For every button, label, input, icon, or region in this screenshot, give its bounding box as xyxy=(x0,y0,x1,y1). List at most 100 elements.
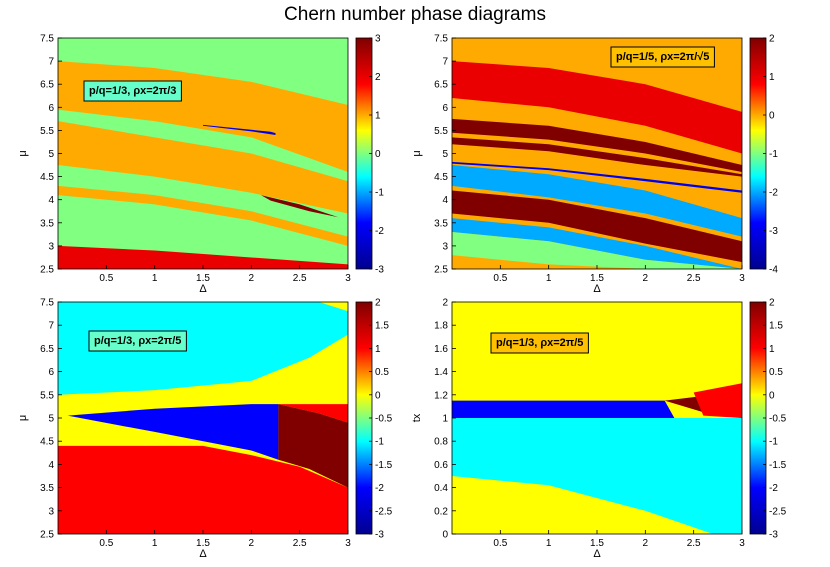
y-tick-label: 0.2 xyxy=(434,506,448,517)
y-axis-label: tx xyxy=(411,413,423,422)
colorbar-tick-label: 2 xyxy=(375,72,381,83)
colorbar-tick-label: 1.5 xyxy=(769,321,783,332)
annotation-box: p/q=1/3, ρx=2π/5 xyxy=(88,330,187,352)
colorbar-tick-label: 0 xyxy=(769,111,775,122)
y-tick-label: 6 xyxy=(48,367,54,378)
phase-region xyxy=(58,302,348,395)
y-tick-label: 3.5 xyxy=(40,483,54,494)
phase-region xyxy=(58,245,348,269)
colorbar-tick-label: -1 xyxy=(375,188,384,199)
colorbar-tick-label: -3 xyxy=(769,226,778,237)
y-tick-label: 5.5 xyxy=(434,126,448,137)
y-tick-label: 7 xyxy=(48,321,54,332)
phase-region xyxy=(452,232,742,269)
y-tick-label: 7 xyxy=(48,57,54,68)
y-tick-label: 7.5 xyxy=(40,298,54,309)
phase-region xyxy=(452,218,742,269)
y-tick-label: 3.5 xyxy=(40,218,54,229)
colorbar-tick-label: -2 xyxy=(375,226,384,237)
y-tick-label: 4 xyxy=(442,195,448,206)
x-tick-label: 3 xyxy=(739,538,745,549)
phase-region xyxy=(278,404,348,488)
x-tick-label: 2 xyxy=(643,273,649,284)
y-tick-label: 0 xyxy=(442,530,448,541)
x-tick-label: 1 xyxy=(152,273,158,284)
y-tick-label: 3.5 xyxy=(434,218,448,229)
y-tick-label: 1 xyxy=(442,414,448,425)
x-tick-label: 1.5 xyxy=(196,538,210,549)
y-axis-label: μ xyxy=(17,150,29,156)
chart-panel-top-right: 0.5 1 1.5 2 2.5 3 2.5 3 3.5 4 4.5 5 5.5 6 6.5 7 7.5 Δμ p/q… xyxy=(411,34,778,296)
y-axis-label: μ xyxy=(411,150,423,156)
x-tick-label: 1.5 xyxy=(196,273,210,284)
colorbar-tick-label: -1 xyxy=(769,437,778,448)
y-tick-label: 1.2 xyxy=(434,390,448,401)
colorbar-tick-label: 1.5 xyxy=(375,321,389,332)
colorbar-tick-label: 0.5 xyxy=(375,367,389,378)
phase-region xyxy=(693,383,742,418)
x-axis-label: Δ xyxy=(199,283,207,295)
y-tick-label: 6 xyxy=(48,103,54,114)
y-tick-label: 2.5 xyxy=(40,265,54,276)
x-tick-label: 2.5 xyxy=(687,538,701,549)
colorbar-tick-label: 1 xyxy=(375,344,381,355)
y-tick-label: 1.8 xyxy=(434,321,448,332)
y-tick-label: 1.4 xyxy=(434,367,448,378)
colorbar-tick-label: 1 xyxy=(769,344,775,355)
phase-region xyxy=(58,185,348,246)
x-tick-label: 1.5 xyxy=(590,273,604,284)
phase-region xyxy=(452,190,742,263)
y-tick-label: 6.5 xyxy=(40,80,54,91)
y-tick-label: 7.5 xyxy=(40,34,54,45)
x-tick-label: 2 xyxy=(249,538,255,549)
y-axis-label: μ xyxy=(17,415,29,421)
colorbar-tick-label: -1 xyxy=(375,437,384,448)
x-tick-label: 2 xyxy=(643,538,649,549)
colorbar-tick-label: -2 xyxy=(769,483,778,494)
y-tick-label: 2.5 xyxy=(434,265,448,276)
phase-region xyxy=(452,418,742,534)
phase-region xyxy=(452,165,742,237)
phase-region xyxy=(67,404,279,460)
x-tick-label: 3 xyxy=(739,273,745,284)
y-tick-label: 2.5 xyxy=(40,530,54,541)
x-tick-label: 2.5 xyxy=(293,538,307,549)
x-tick-label: 1 xyxy=(546,538,552,549)
phase-region xyxy=(452,118,742,172)
colorbar-tick-label: 3 xyxy=(375,34,381,45)
x-tick-label: 0.5 xyxy=(99,538,113,549)
y-tick-label: 5.5 xyxy=(40,126,54,137)
colorbar-tick-label: 1 xyxy=(375,111,381,122)
y-tick-label: 3 xyxy=(48,241,54,252)
y-tick-label: 6.5 xyxy=(40,344,54,355)
colorbar-tick-label: 0.5 xyxy=(769,367,783,378)
y-tick-label: 5 xyxy=(48,149,54,160)
x-axis-label: Δ xyxy=(593,548,601,560)
y-tick-label: 6.5 xyxy=(434,80,448,91)
y-tick-label: 7 xyxy=(442,57,448,68)
colorbar-tick-label: -2.5 xyxy=(375,506,393,517)
phase-region xyxy=(278,404,348,423)
phase-region xyxy=(58,445,348,534)
y-tick-label: 6 xyxy=(442,103,448,114)
y-tick-label: 4.5 xyxy=(40,172,54,183)
colorbar-tick-label: 2 xyxy=(769,34,775,45)
y-tick-label: 3 xyxy=(442,241,448,252)
colorbar-tick-label: 0 xyxy=(375,390,381,401)
y-tick-label: 0.6 xyxy=(434,460,448,471)
phase-region xyxy=(58,121,348,214)
y-tick-label: 7.5 xyxy=(434,34,448,45)
y-tick-label: 5 xyxy=(442,149,448,160)
colorbar-tick-label: -1 xyxy=(769,149,778,160)
phase-region xyxy=(452,61,742,154)
colorbar-tick-label: -2.5 xyxy=(769,506,787,517)
chart-panel-bottom-left: 0.5 1 1.5 2 2.5 3 2.5 3 3.5 4 4.5 5 5.5 6 6.5 7 7.5 Δμ p/q… xyxy=(17,298,393,561)
y-tick-label: 4.5 xyxy=(434,172,448,183)
x-tick-label: 1 xyxy=(546,273,552,284)
colorbar-tick-label: 2 xyxy=(375,298,381,309)
colorbar-tick-label: -2 xyxy=(769,188,778,199)
annotation-box: p/q=1/5, ρx=2π/√5 xyxy=(610,46,715,68)
annotation-label: p/q=1/5, ρx=2π/√5 xyxy=(616,51,709,63)
colorbar-tick-label: -3 xyxy=(769,530,778,541)
